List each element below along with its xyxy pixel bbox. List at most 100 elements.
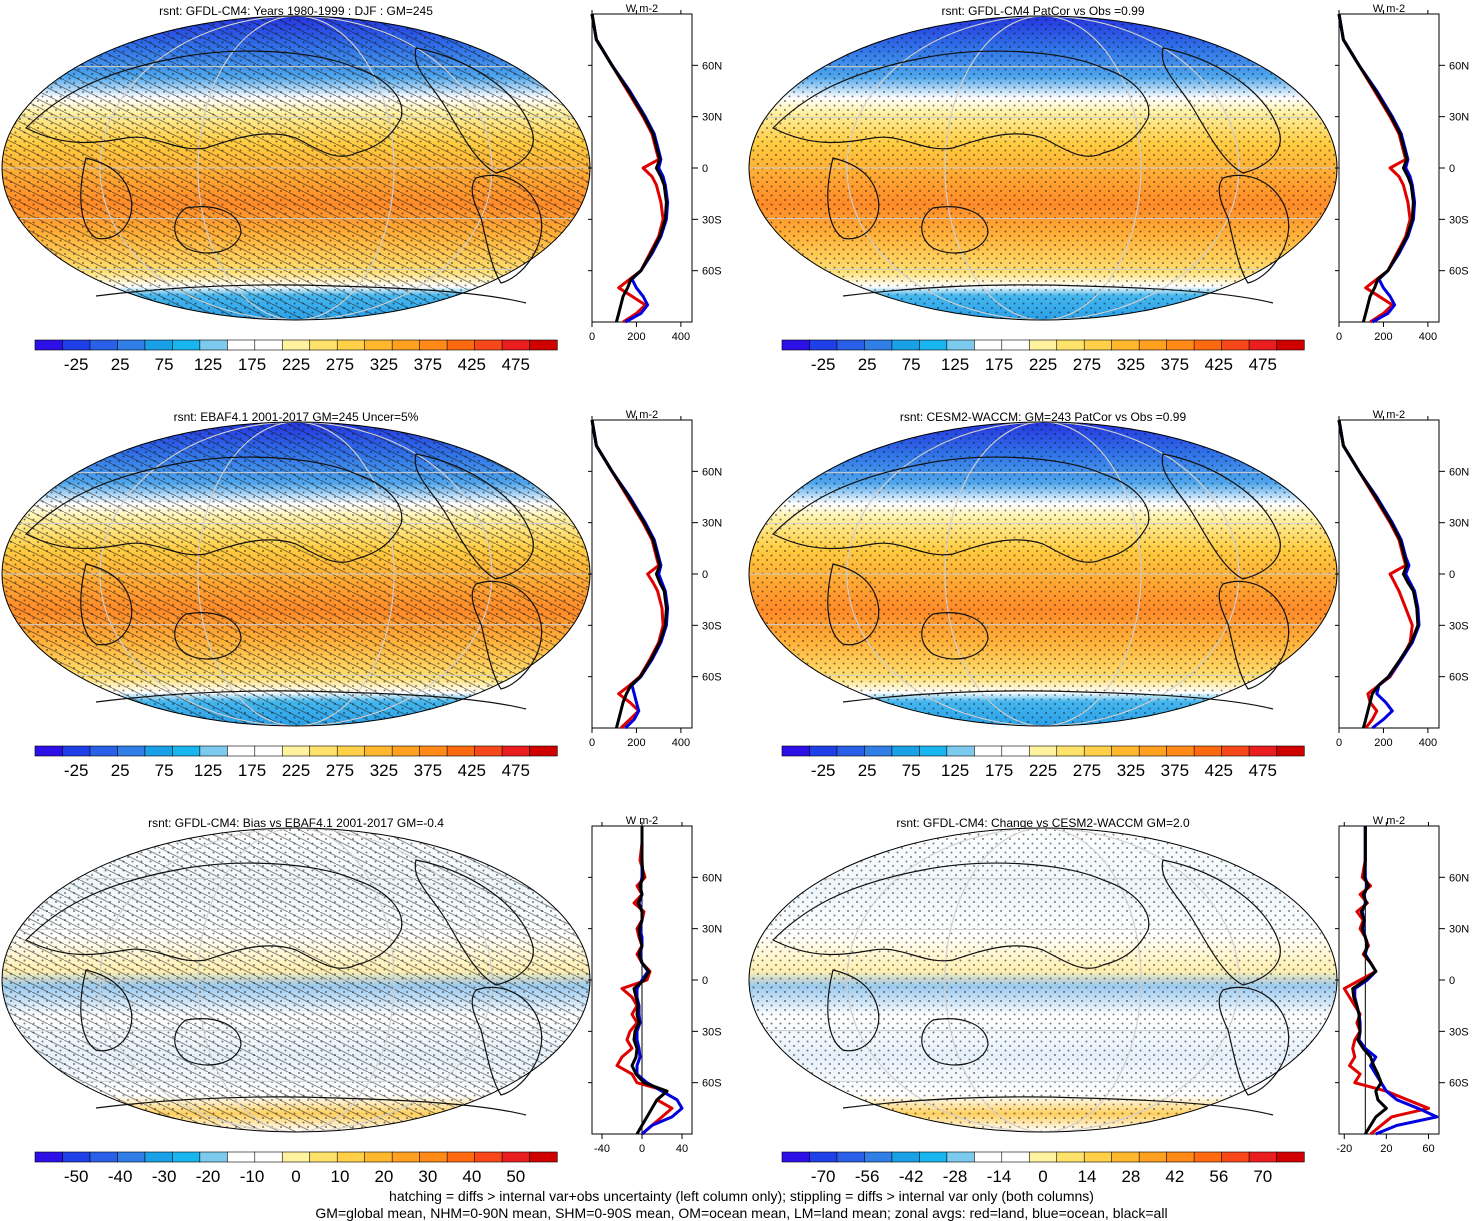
colorbar-tick-label: -50	[64, 1167, 89, 1186]
zonal-lat-tick: 30S	[702, 1026, 722, 1038]
colorbar-swatch	[474, 339, 503, 351]
zonal-unit-label: W m-2	[626, 409, 658, 421]
zonal-x-tick: 0	[1336, 331, 1342, 343]
colorbar-tick-label: -25	[64, 761, 89, 780]
colorbar-swatch	[1166, 339, 1195, 351]
panel-title: rsnt: CESM2-WACCM: GM=243 PatCor vs Obs …	[900, 410, 1187, 424]
colorbar-swatch	[199, 1151, 228, 1163]
zonal-unit-label: W m-2	[626, 815, 658, 827]
zonal-lat-tick: 30S	[1449, 1026, 1469, 1038]
zonal-mean-plot: W m-2 60N 30N 0 30S 60S 0 200 400	[588, 409, 722, 749]
colorbar-tick-label: 225	[1029, 355, 1057, 374]
colorbar-tick-label: -56	[855, 1167, 880, 1186]
panel-title: rsnt: GFDL-CM4: Change vs CESM2-WACCM GM…	[896, 816, 1190, 830]
zonal-lat-tick: 60N	[1449, 60, 1469, 72]
colorbar-tick-label: -10	[240, 1167, 265, 1186]
colorbar-swatch	[227, 339, 256, 351]
colorbar-swatch	[501, 745, 531, 757]
colorbar-tick-label: 75	[902, 761, 921, 780]
colorbar-swatch	[309, 339, 338, 351]
colorbar-tick-label: 14	[1077, 1167, 1096, 1186]
colorbar-swatch	[364, 339, 393, 351]
colorbar: -50 -40 -30 -20 -10 0 10 20 30 40 50	[34, 1151, 558, 1186]
zonal-lat-tick: 0	[702, 163, 708, 175]
colorbar-swatch	[1166, 1151, 1195, 1163]
colorbar-swatch	[1111, 1151, 1140, 1163]
colorbar-swatch	[446, 745, 476, 757]
map	[1, 827, 591, 1133]
zonal-lat-tick: 0	[702, 975, 708, 987]
zonal-x-tick: 400	[1419, 737, 1437, 749]
zonal-lat-tick: 0	[702, 569, 708, 581]
colorbar-tick-label: 275	[1073, 761, 1101, 780]
zonal-x-tick: 0	[639, 1143, 645, 1155]
colorbar-swatch	[1221, 745, 1250, 757]
colorbar-swatch	[391, 339, 421, 351]
colorbar-tick-label: 475	[1249, 761, 1277, 780]
colorbar-swatch	[34, 339, 64, 351]
colorbar-tick-label: 275	[326, 355, 354, 374]
colorbar-tick-label: 0	[291, 1167, 300, 1186]
colorbar-tick-label: 56	[1209, 1167, 1228, 1186]
colorbar-tick-label: 25	[858, 761, 877, 780]
colorbar-swatch	[974, 1151, 1003, 1163]
zonal-lat-tick: 0	[1449, 975, 1455, 987]
zonal-x-tick: 0	[589, 737, 595, 749]
zonal-lat-tick: 30S	[702, 214, 722, 226]
colorbar-swatch	[1056, 339, 1085, 351]
colorbar: -25 25 75 125 175 225 275 325 375 425 475	[34, 745, 558, 780]
colorbar-swatch	[946, 745, 975, 757]
zonal-lat-tick: 60S	[702, 672, 722, 684]
colorbar-swatch	[1083, 1151, 1113, 1163]
colorbar-swatch	[836, 745, 866, 757]
colorbar-swatch	[474, 1151, 503, 1163]
zonal-lat-tick: 60N	[1449, 466, 1469, 478]
colorbar-swatch	[89, 339, 119, 351]
colorbar-tick-label: 125	[941, 761, 969, 780]
colorbar-swatch	[919, 339, 948, 351]
coastlines	[771, 47, 1290, 304]
colorbar-swatch	[117, 339, 146, 351]
colorbar-swatch	[809, 339, 838, 351]
colorbar-tick-label: -14	[987, 1167, 1012, 1186]
colorbar-swatch	[391, 1151, 421, 1163]
zonal-lat-tick: 30N	[1449, 924, 1469, 936]
zonal-x-tick: 200	[1374, 737, 1392, 749]
colorbar-tick-label: 375	[1161, 355, 1189, 374]
colorbar-swatch	[62, 1151, 91, 1163]
coastlines	[771, 453, 1290, 710]
map	[1, 15, 591, 321]
colorbar-tick-label: 75	[155, 761, 174, 780]
colorbar-swatch	[281, 1151, 311, 1163]
colorbar-swatch	[1248, 339, 1278, 351]
colorbar-tick-label: 10	[330, 1167, 349, 1186]
zonal-lat-tick: 30N	[1449, 112, 1469, 124]
zonal-frame	[1338, 825, 1440, 1135]
colorbar-swatch	[34, 1151, 64, 1163]
map	[1, 421, 591, 727]
zonal-x-tick: 400	[1419, 331, 1437, 343]
colorbar-tick-label: 125	[194, 355, 222, 374]
colorbar-swatch	[1221, 339, 1250, 351]
colorbar-swatch	[781, 1151, 811, 1163]
colorbar-swatch	[529, 1151, 558, 1163]
colorbar-tick-label: 475	[1249, 355, 1277, 374]
colorbar-tick-label: 125	[194, 761, 222, 780]
colorbar-tick-label: 25	[111, 355, 130, 374]
colorbar-swatch	[1248, 1151, 1278, 1163]
zonal-lat-tick: 30S	[1449, 214, 1469, 226]
colorbar-swatch	[809, 1151, 838, 1163]
colorbar-swatch	[309, 1151, 338, 1163]
colorbar-swatch	[1276, 745, 1305, 757]
colorbar-swatch	[501, 1151, 531, 1163]
colorbar-swatch	[281, 339, 311, 351]
map	[748, 421, 1338, 727]
colorbar-tick-label: 175	[238, 355, 266, 374]
panel-1: rsnt: GFDL-CM4: Years 1980-1999 : DJF : …	[1, 3, 722, 374]
zonal-lat-tick: 60S	[1449, 266, 1469, 278]
zonal-x-tick: 200	[627, 737, 645, 749]
zonal-unit-label: W m-2	[1373, 3, 1405, 15]
colorbar: -25 25 75 125 175 225 275 325 375 425 475	[34, 339, 558, 374]
colorbar-swatch	[1056, 745, 1085, 757]
zonal-x-tick: 40	[676, 1143, 688, 1155]
